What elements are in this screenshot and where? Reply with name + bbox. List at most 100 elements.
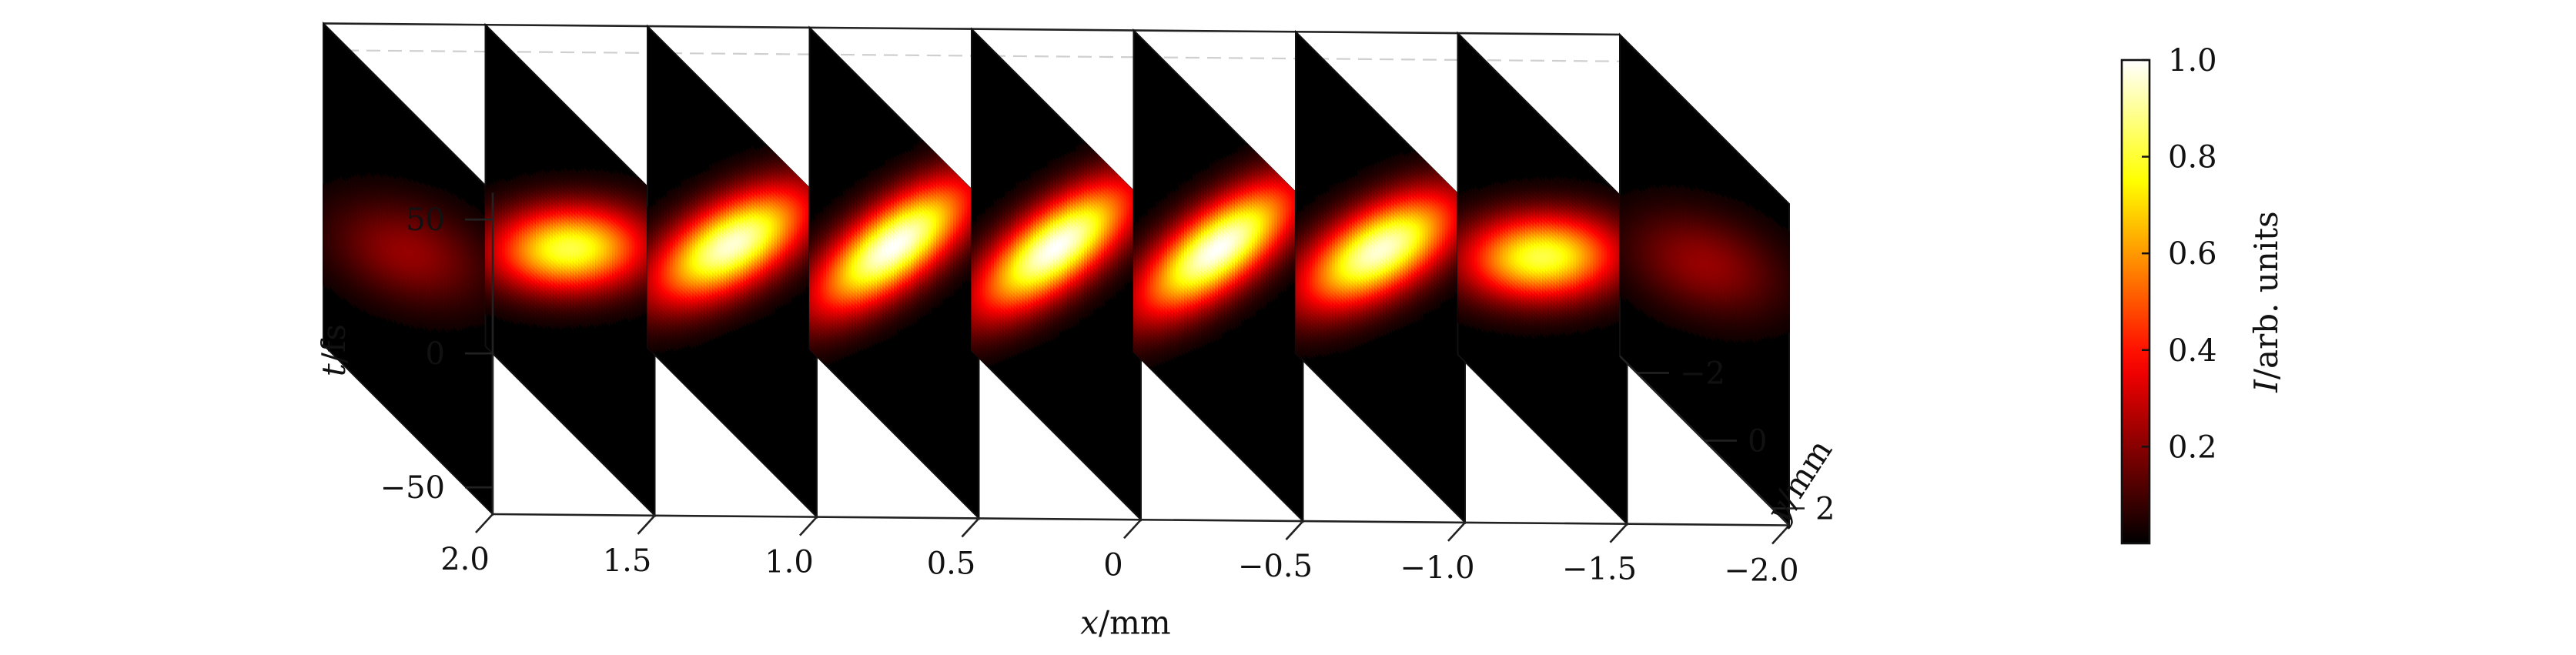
intensity-cell (433, 313, 437, 322)
intensity-cell (379, 227, 383, 236)
intensity-cell (323, 276, 327, 285)
intensity-cell (326, 266, 330, 276)
intensity-cell (345, 258, 350, 267)
intensity-cell (427, 187, 431, 196)
intensity-cell (340, 284, 344, 293)
intensity-cell (413, 289, 417, 299)
intensity-cell (402, 246, 406, 256)
intensity-cell (376, 265, 380, 274)
intensity-cell (323, 183, 327, 192)
intensity-cell (455, 256, 460, 265)
intensity-cell (410, 230, 414, 239)
intensity-cell (360, 256, 363, 265)
intensity-cell (382, 242, 386, 252)
intensity-cell (351, 207, 355, 216)
intensity-cell (444, 308, 448, 318)
intensity-cell (370, 271, 375, 280)
intensity-cell (382, 226, 386, 236)
intensity-cell (419, 307, 423, 316)
intensity-cell (436, 304, 440, 313)
intensity-cell (433, 189, 437, 198)
intensity-cell (353, 190, 358, 199)
intensity-cell (393, 273, 397, 282)
intensity-cell (351, 191, 355, 200)
intensity-cell (351, 203, 355, 212)
intensity-cell (410, 250, 414, 259)
intensity-cell (351, 279, 355, 289)
intensity-cell (326, 282, 330, 292)
intensity-cell (453, 269, 457, 278)
intensity-cell (328, 241, 333, 250)
intensity-cell (447, 247, 451, 256)
intensity-cell (360, 304, 363, 313)
intensity-cell (362, 194, 366, 204)
intensity-cell (441, 281, 446, 291)
intensity-cell (413, 241, 417, 250)
intensity-cell (444, 244, 448, 253)
intensity-cell (390, 235, 395, 244)
intensity-cell (382, 246, 386, 256)
intensity-cell (410, 222, 414, 232)
intensity-cell (323, 195, 327, 204)
intensity-cell (323, 239, 327, 249)
intensity-cell (433, 232, 437, 242)
intensity-cell (360, 239, 363, 249)
intensity-cell (430, 185, 434, 195)
intensity-cell (331, 195, 336, 205)
intensity-cell (385, 181, 389, 190)
intensity-cell (353, 282, 358, 292)
intensity-cell (326, 198, 330, 207)
intensity-cell (340, 248, 344, 257)
intensity-cell (419, 319, 423, 329)
intensity-cell (450, 193, 454, 202)
intensity-cell (396, 300, 400, 309)
intensity-cell (340, 256, 344, 266)
intensity-cell (356, 176, 361, 186)
intensity-cell (328, 229, 333, 238)
intensity-cell (382, 218, 386, 227)
intensity-cell (433, 277, 437, 286)
intensity-cell (340, 240, 344, 249)
intensity-cell (362, 186, 366, 195)
intensity-cell (441, 273, 446, 282)
intensity-cell (427, 191, 431, 200)
intensity-cell (390, 302, 395, 312)
intensity-cell (436, 296, 440, 305)
intensity-cell (399, 182, 403, 192)
intensity-cell (399, 239, 403, 249)
intensity-cell (340, 244, 344, 253)
intensity-cell (407, 243, 412, 252)
intensity-cell (410, 319, 414, 328)
intensity-cell (430, 202, 434, 211)
intensity-cell (433, 257, 437, 266)
intensity-cell (410, 210, 414, 219)
intensity-cell (433, 265, 437, 274)
intensity-cell (351, 243, 355, 252)
intensity-cell (345, 266, 350, 275)
intensity-cell (438, 270, 443, 280)
intensity-cell (336, 246, 341, 255)
intensity-cell (373, 286, 378, 296)
intensity-cell (328, 245, 333, 254)
intensity-cell (376, 252, 380, 262)
intensity-cell (427, 279, 431, 289)
intensity-cell (390, 202, 395, 212)
intensity-cell (421, 294, 426, 303)
intensity-cell (365, 269, 370, 279)
intensity-cell (382, 286, 386, 296)
intensity-cell (407, 216, 412, 225)
intensity-cell (343, 211, 346, 220)
intensity-cell (382, 282, 386, 292)
intensity-cell (404, 269, 409, 278)
intensity-cell (458, 319, 463, 328)
intensity-cell (399, 311, 403, 321)
intensity-cell (393, 233, 397, 242)
intensity-cell (421, 226, 426, 235)
intensity-cell (444, 272, 448, 282)
intensity-cell (453, 260, 457, 270)
intensity-cell (447, 202, 451, 212)
intensity-cell (427, 239, 431, 249)
intensity-cell (407, 288, 412, 297)
intensity-cell (345, 290, 350, 299)
intensity-cell (343, 179, 346, 188)
